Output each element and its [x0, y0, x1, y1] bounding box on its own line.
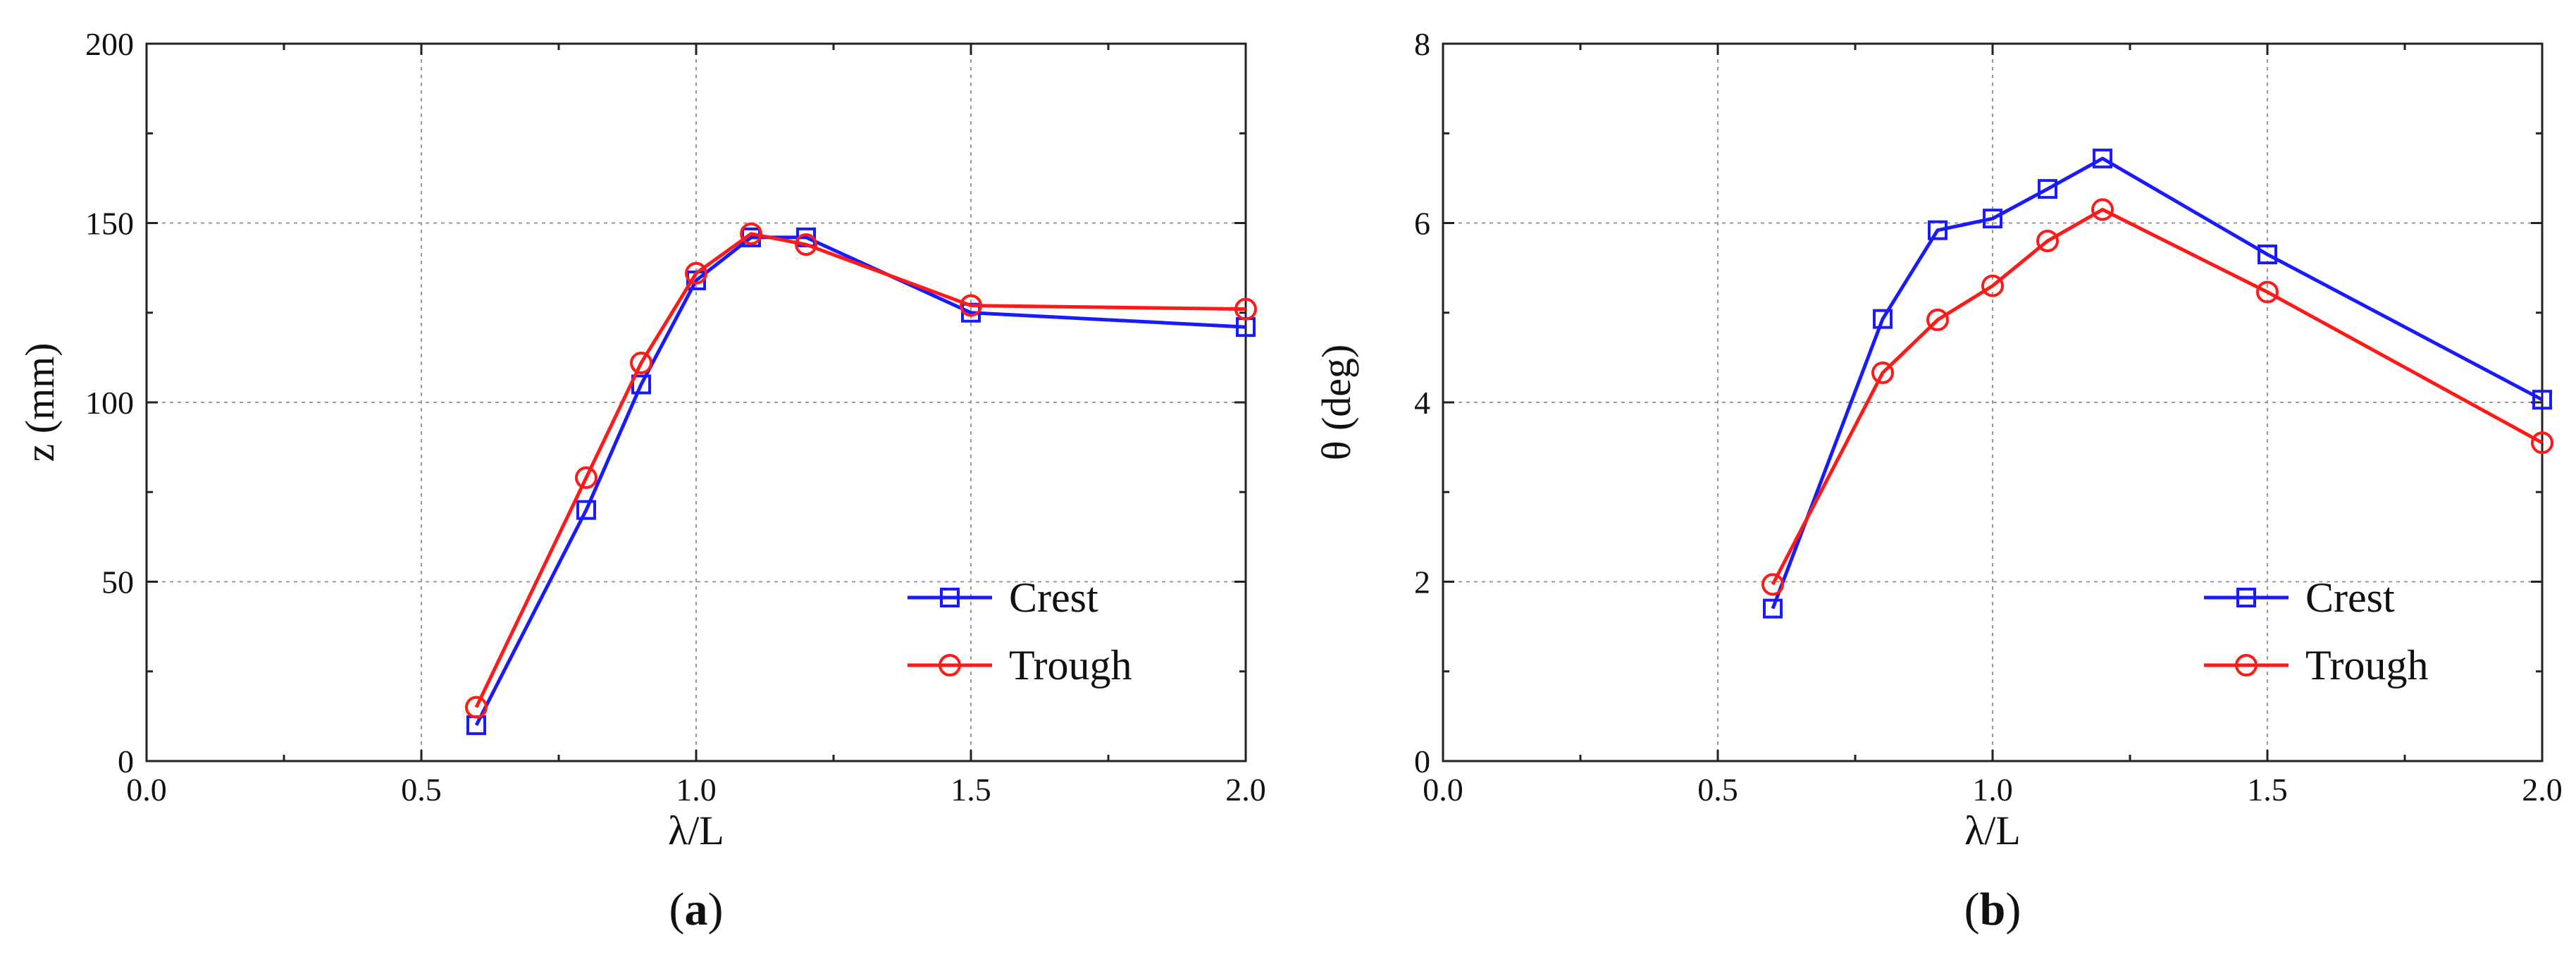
legend-label-trough: Trough — [2305, 642, 2429, 688]
chart-panel-a: 0.0 0.5 1.0 1.5 2.0 0 50 100 150 200 λ/L z (mm) (a) C… — [17, 26, 1266, 935]
panel-label-close: ) — [708, 884, 724, 935]
data-point-crest — [2038, 179, 2057, 199]
y-tick-label: 8 — [1414, 26, 1430, 62]
x-tick-label: 1.5 — [950, 772, 991, 808]
x-tick-label: 1.0 — [676, 772, 717, 808]
panel-label: (a) — [669, 884, 724, 935]
data-point-trough — [1871, 362, 1894, 385]
data-point-trough — [2091, 198, 2114, 221]
chart-panel-b: 0.0 0.5 1.0 1.5 2.0 0 2 4 6 8 λ/L θ (deg) (b) Crest Tr… — [1313, 26, 2563, 935]
y-tick-label: 100 — [85, 385, 134, 421]
x-tick-label: 0.5 — [1697, 772, 1738, 808]
x-tick-label: 0.0 — [1423, 772, 1463, 808]
panel-label-open: ( — [1964, 884, 1980, 935]
data-point-trough — [740, 222, 762, 245]
legend-label-crest: Crest — [1009, 574, 1098, 621]
data-point-trough — [685, 261, 707, 285]
legend-marker-trough — [2235, 654, 2258, 676]
y-tick-label: 0 — [118, 743, 134, 779]
data-point-trough — [1761, 573, 1784, 596]
x-axis-title: λ/L — [1964, 808, 2021, 853]
legend: Crest Trough — [908, 574, 1132, 688]
data-point-crest — [1983, 209, 2002, 229]
data-point-trough — [465, 696, 488, 719]
data-point-trough — [630, 352, 652, 375]
data-point-trough — [2256, 280, 2279, 304]
y-tick-label: 150 — [85, 206, 134, 242]
series-line-crest — [474, 235, 1246, 727]
data-point-crest — [1928, 220, 1948, 240]
legend-label-trough: Trough — [1009, 642, 1132, 688]
y-tick-label: 50 — [101, 564, 134, 600]
y-axis-title: θ (deg) — [1313, 345, 1359, 461]
series-trough — [1761, 198, 2553, 596]
x-tick-label: 0.0 — [126, 772, 167, 808]
y-tick-label: 2 — [1414, 564, 1430, 600]
data-point-trough — [1234, 297, 1257, 321]
panel-label: (b) — [1964, 884, 2021, 935]
series-crest — [1763, 148, 2552, 619]
legend: Crest Trough — [2204, 574, 2429, 688]
y-tick-label: 4 — [1414, 385, 1430, 421]
legend-label-crest: Crest — [2305, 574, 2395, 621]
panel-label-close: ) — [2005, 884, 2021, 935]
x-axis-title: λ/L — [668, 808, 724, 853]
data-point-trough — [1926, 308, 1949, 331]
data-point-crest — [1873, 309, 1893, 329]
panel-label-letter: b — [1980, 884, 2006, 935]
y-tick-label: 0 — [1414, 743, 1430, 779]
panel-label-letter: a — [685, 884, 708, 935]
data-point-crest — [2532, 390, 2552, 410]
legend-marker-crest — [2236, 588, 2256, 607]
data-point-trough — [1981, 274, 2004, 297]
series-line-crest — [1771, 156, 2544, 610]
y-axis-title: z (mm) — [17, 342, 63, 462]
x-tick-label: 1.0 — [1972, 772, 2013, 808]
series-trough — [465, 222, 1257, 719]
legend-marker-crest — [940, 588, 960, 607]
data-point-crest — [576, 500, 596, 520]
x-tick-label: 0.5 — [401, 772, 442, 808]
x-tick-label: 1.5 — [2247, 772, 2288, 808]
series-line-trough — [474, 232, 1246, 708]
data-point-trough — [2036, 229, 2059, 252]
data-point-trough — [575, 466, 597, 489]
data-point-trough — [2531, 431, 2553, 455]
y-tick-label: 200 — [85, 26, 134, 62]
legend-marker-trough — [939, 654, 961, 676]
panel-label-open: ( — [669, 884, 685, 935]
data-point-trough — [795, 233, 817, 257]
data-point-crest — [1763, 598, 1783, 619]
data-point-crest — [2093, 148, 2112, 168]
x-tick-label: 2.0 — [1225, 772, 1266, 808]
series-line-trough — [1771, 207, 2544, 586]
data-point-trough — [960, 294, 982, 317]
y-tick-label: 6 — [1414, 206, 1430, 242]
x-tick-label: 2.0 — [2522, 772, 2563, 808]
data-point-crest — [2258, 245, 2277, 265]
